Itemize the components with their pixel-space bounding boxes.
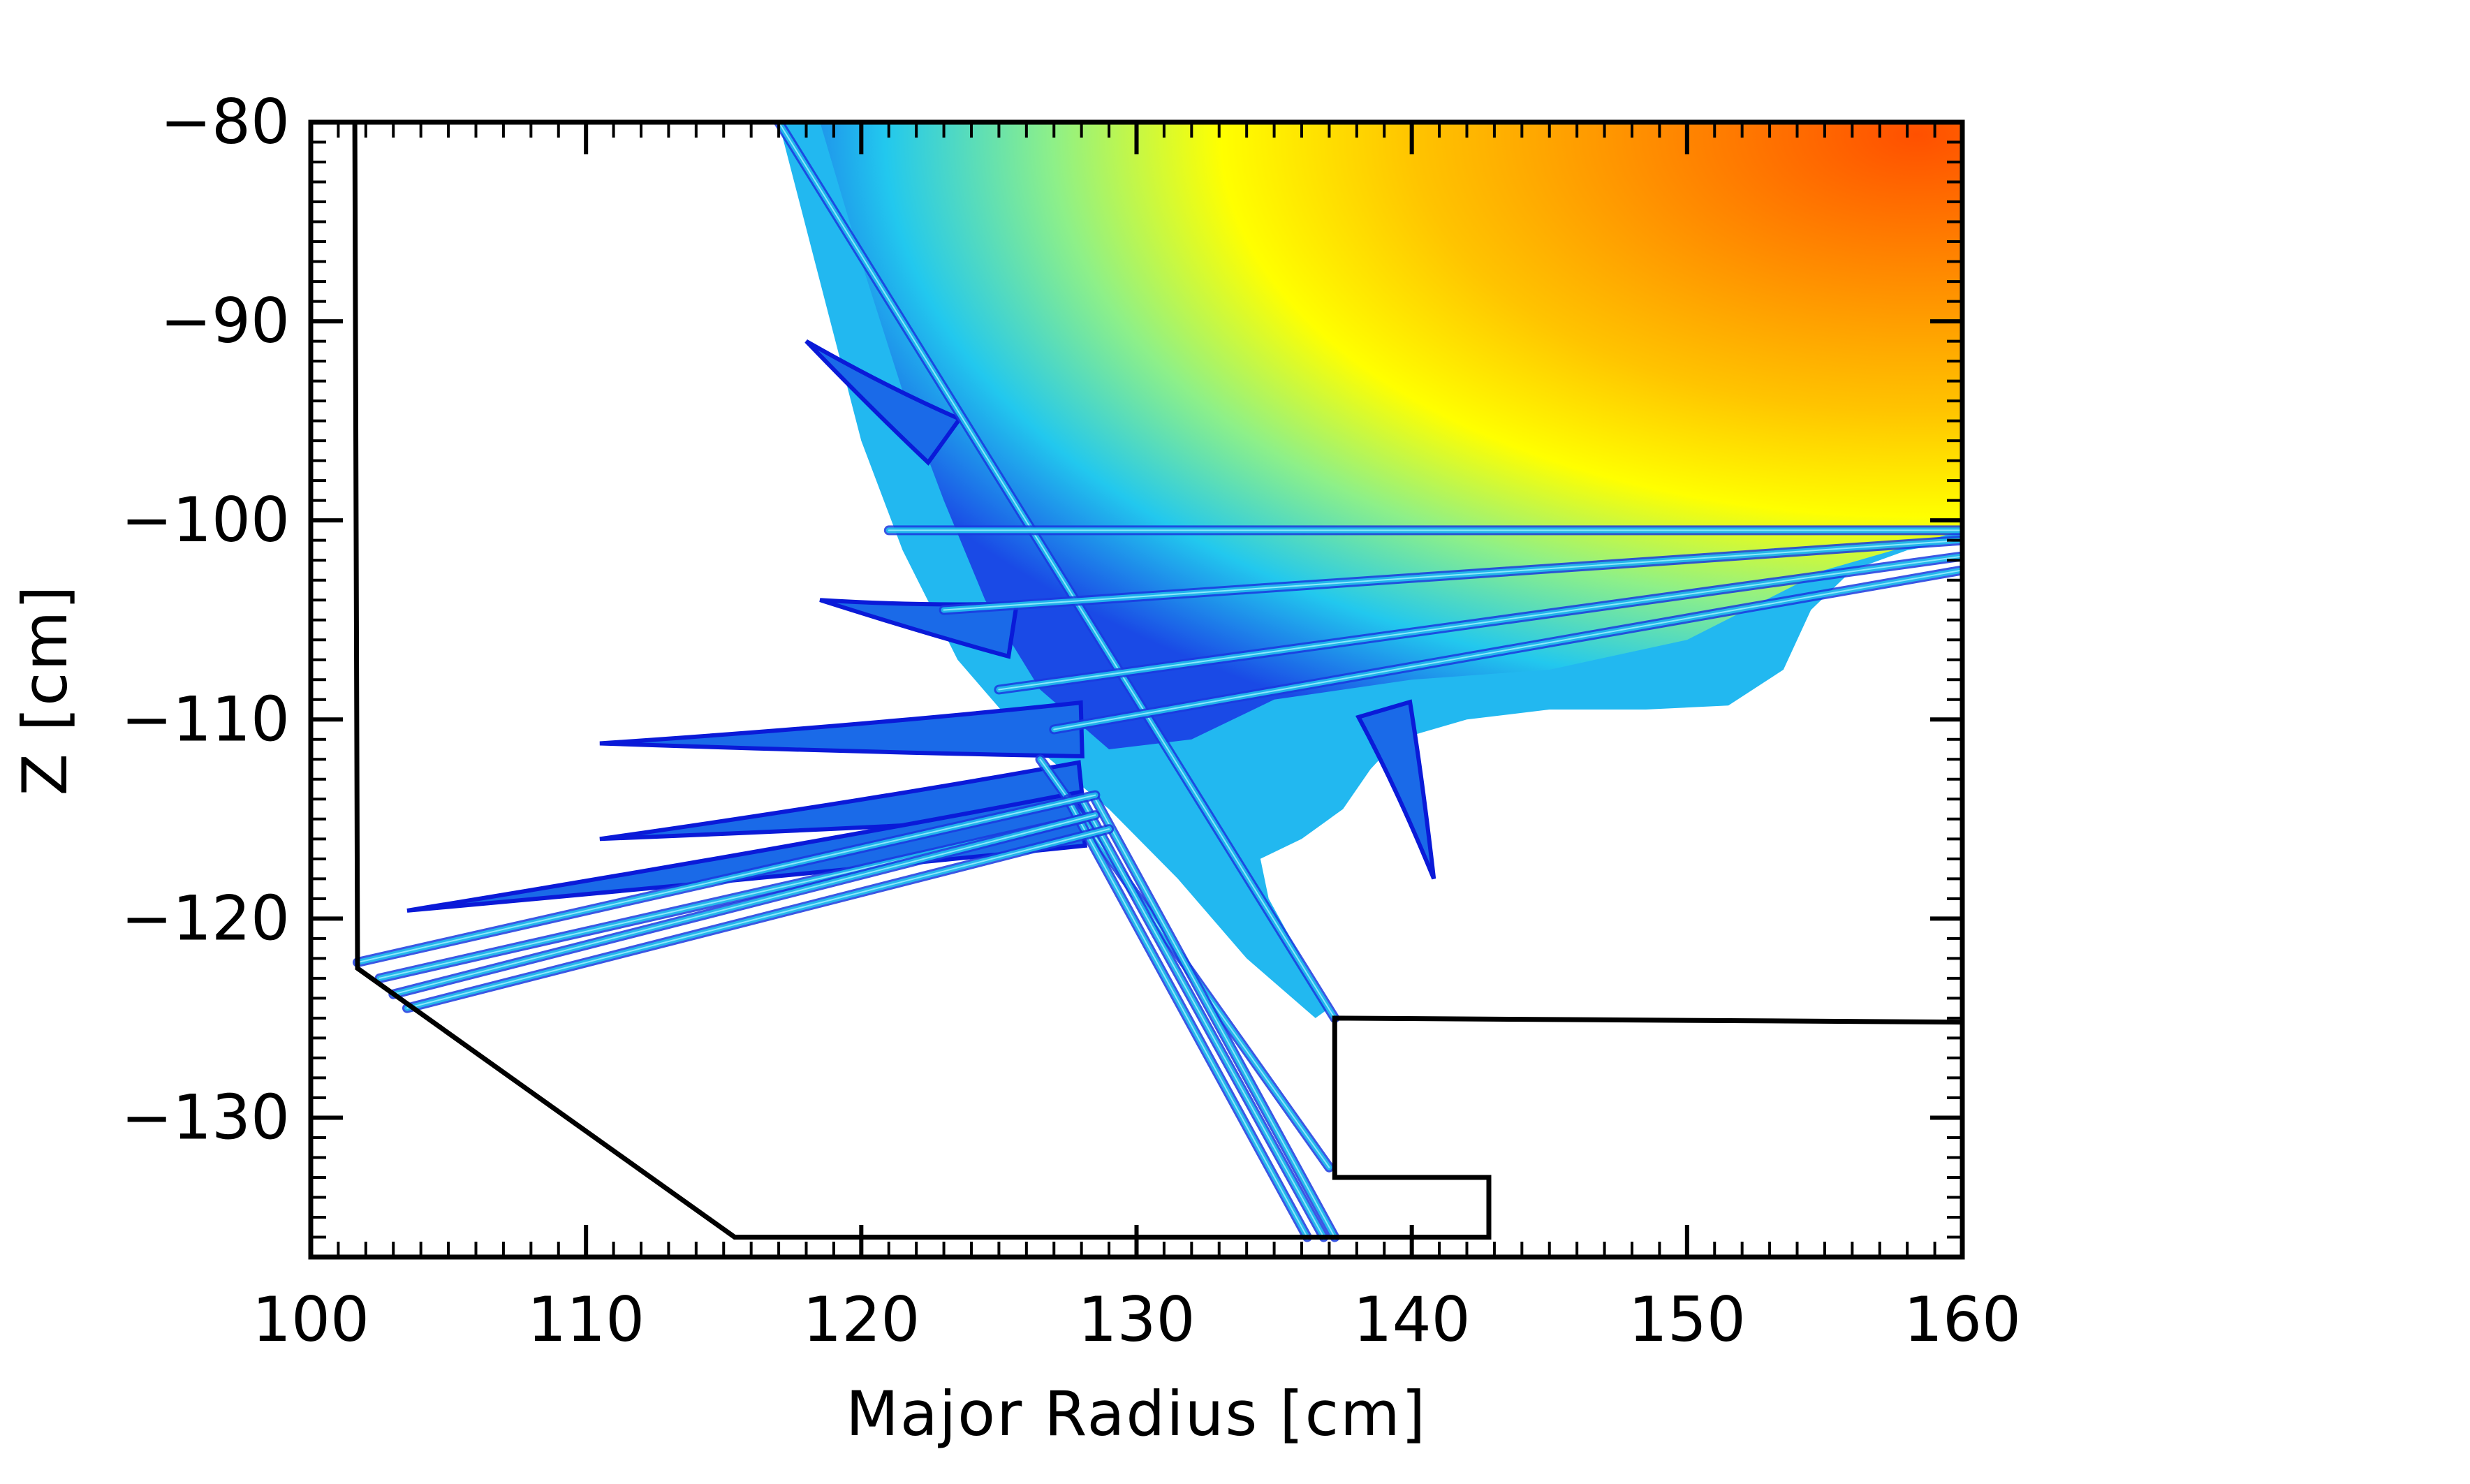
x-tick-label: 120 — [802, 1284, 920, 1356]
wave-finger-3 — [599, 700, 1085, 758]
y-tick-label: −120 — [121, 882, 290, 954]
x-tick-label: 140 — [1353, 1284, 1471, 1356]
ray-beam-12 — [994, 551, 1962, 695]
x-tick-label: 130 — [1078, 1284, 1196, 1356]
ray-beam-9 — [402, 824, 1115, 1013]
wave-finger-group — [406, 339, 1436, 913]
wave-finger-6 — [1355, 699, 1436, 880]
y-tick-label: −130 — [121, 1081, 290, 1153]
x-tick-label: 150 — [1629, 1284, 1746, 1356]
vessel-wall-outline — [352, 122, 1962, 1240]
ray-beam-group — [353, 122, 1962, 1242]
ray-beam-13 — [1049, 565, 1962, 735]
x-tick-label: 110 — [527, 1284, 645, 1356]
wave-finger-2 — [819, 598, 1020, 659]
axis-ticks — [309, 120, 1964, 1258]
y-axis-title: Z [cm] — [9, 584, 81, 795]
y-tick-label: −80 — [160, 86, 290, 158]
y-tick-label: −100 — [121, 484, 290, 556]
y-tick-label: −110 — [121, 683, 290, 755]
plot-area — [352, 122, 1962, 1242]
x-axis-title: Major Radius [cm] — [846, 1378, 1427, 1450]
x-tick-label: 160 — [1904, 1284, 2021, 1356]
axis-tick-labels: 100 110 120 130 140 150 160 −80 −90 −100 −110 −120 −… — [121, 86, 2021, 1356]
x-tick-label: 100 — [252, 1284, 369, 1356]
y-tick-label: −90 — [160, 285, 290, 357]
ray-beam-6 — [353, 790, 1101, 968]
ray-beam-1 — [774, 122, 1340, 1023]
ray-beam-8 — [388, 810, 1101, 999]
wave-finger-1 — [804, 339, 963, 466]
ray-beam-5 — [1090, 794, 1340, 1242]
ray-beam-4 — [1076, 794, 1329, 1242]
ray-beam-3 — [1063, 794, 1312, 1242]
ray-beam-11 — [939, 535, 1962, 615]
